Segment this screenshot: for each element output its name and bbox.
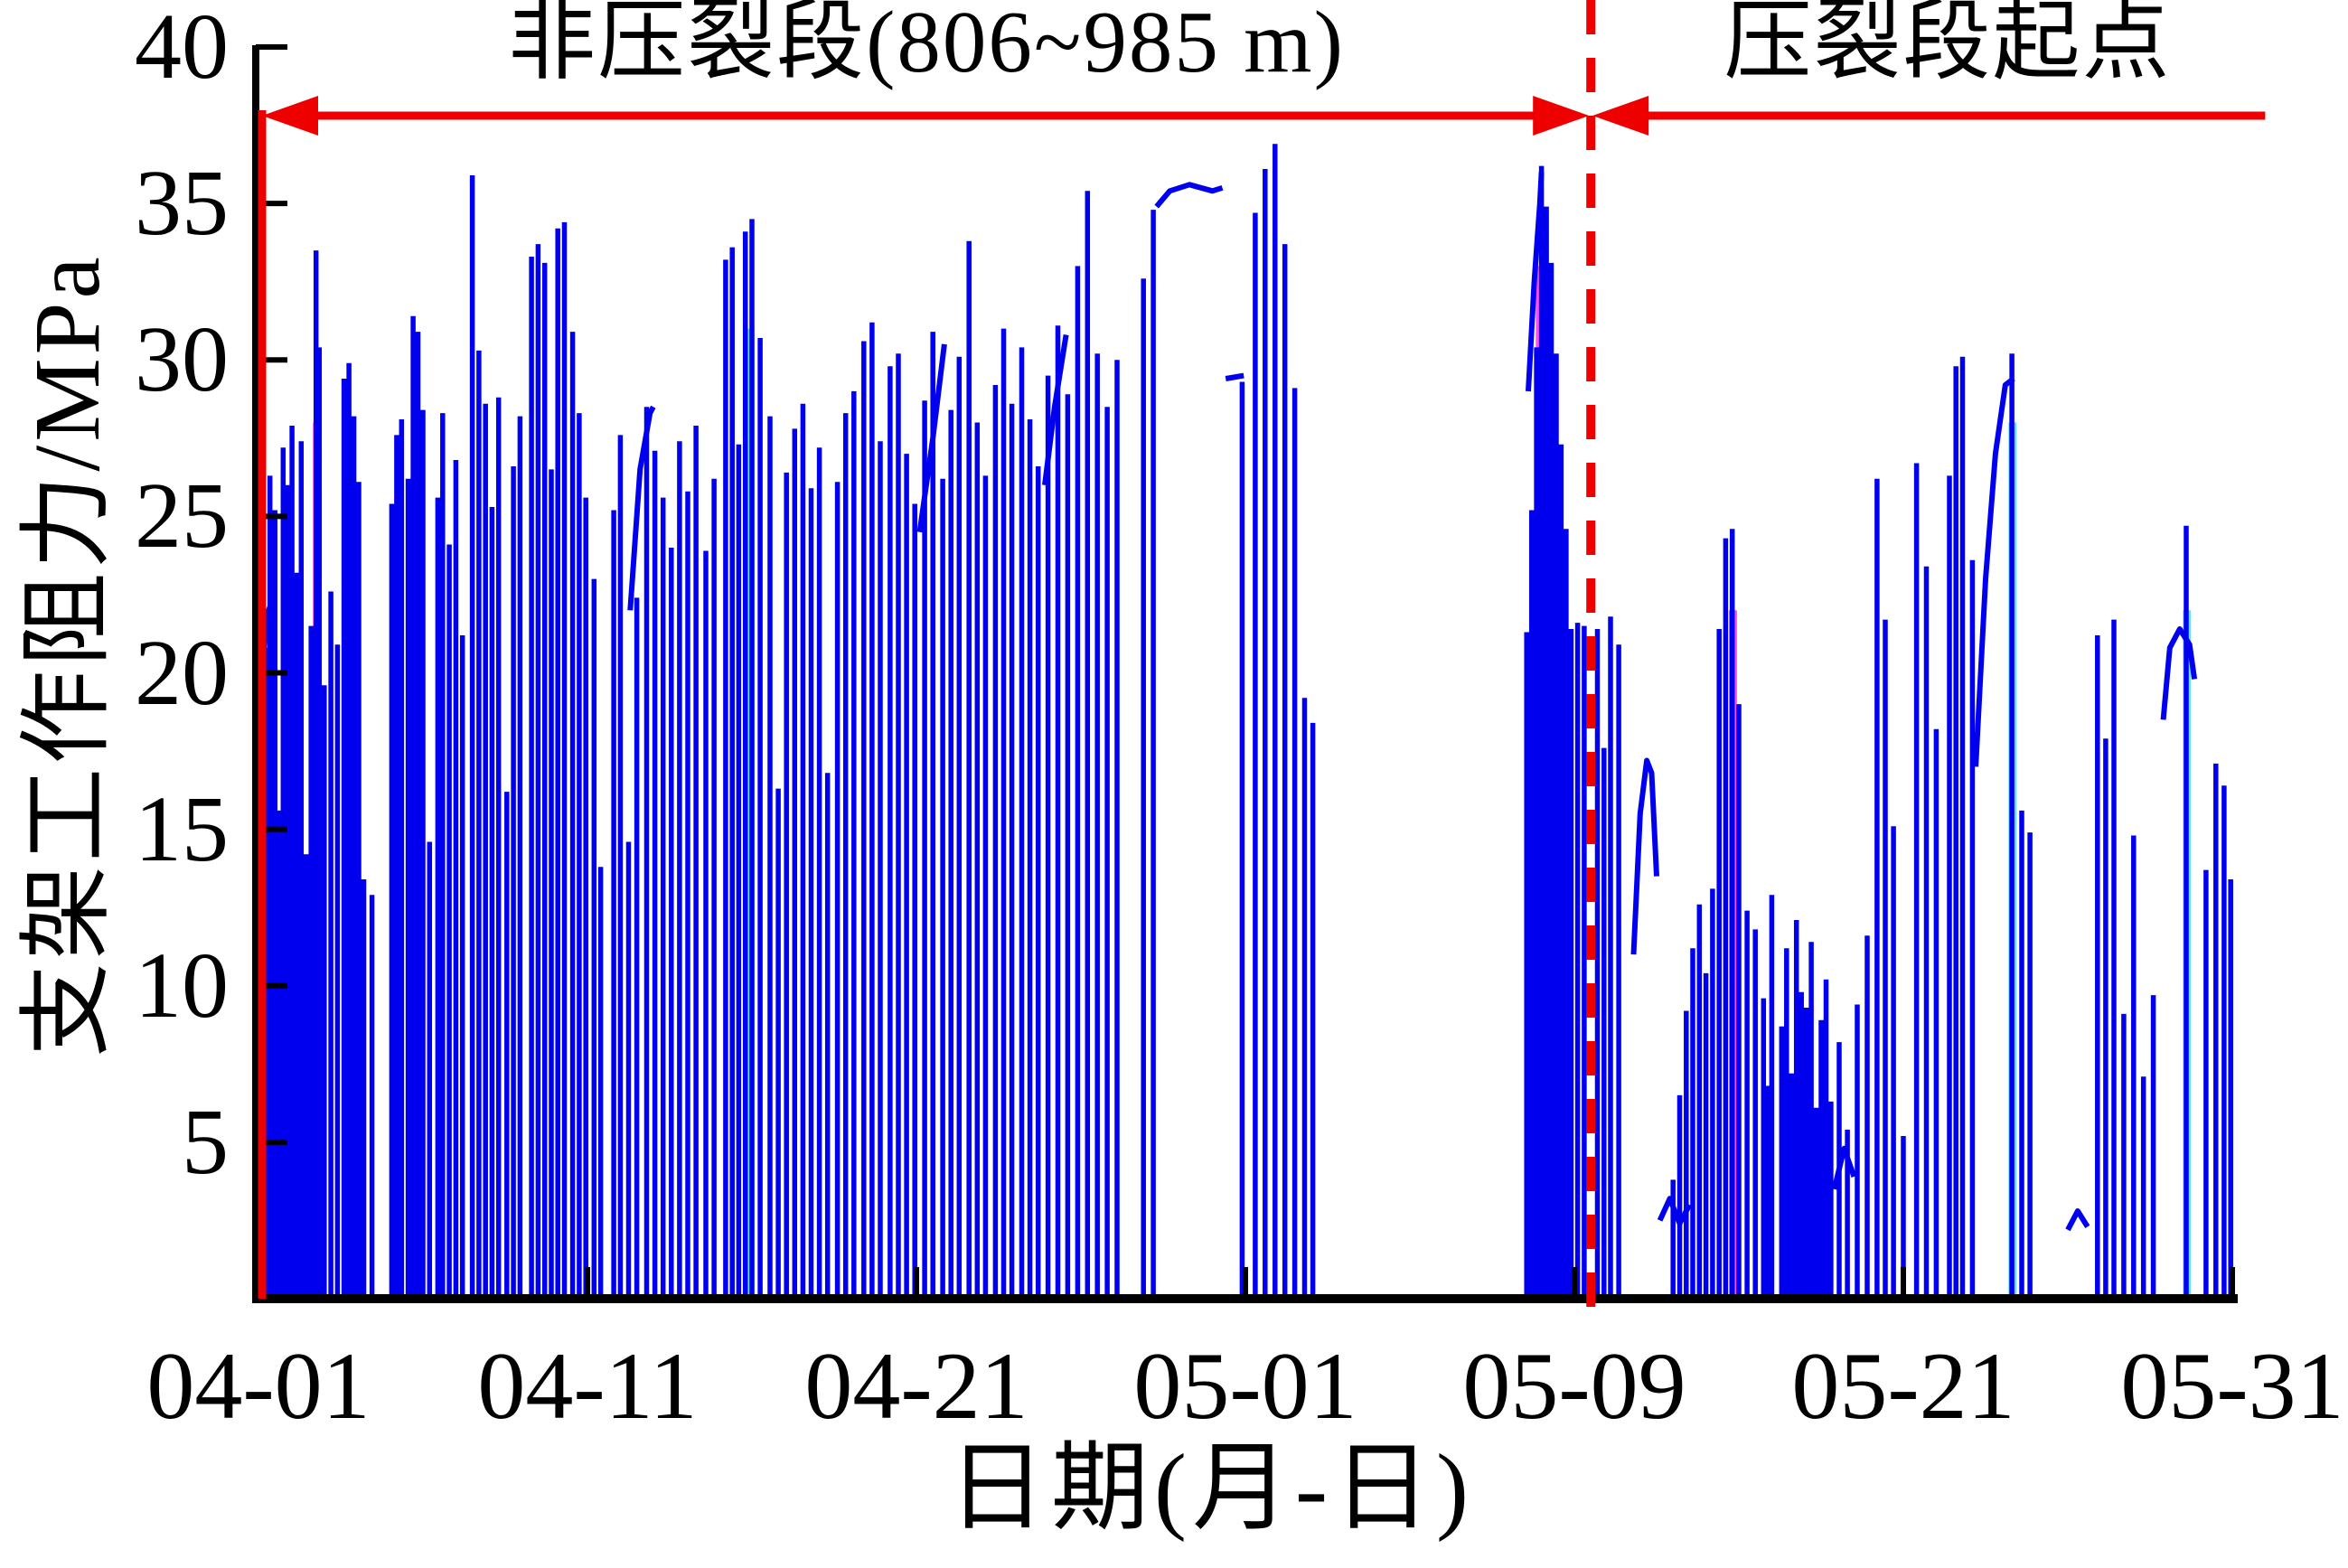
x-tick-label: 04-21 <box>804 1333 1028 1439</box>
y-tick-label: 40 <box>135 0 229 99</box>
resistance-envelope <box>916 343 947 533</box>
resistance-envelope <box>2065 1208 2090 1232</box>
x-tick-label: 05-31 <box>2120 1333 2344 1439</box>
arrowhead-right <box>1533 96 1590 136</box>
x-tick-label: 05-09 <box>1462 1333 1686 1439</box>
resistance-envelope <box>1526 172 1545 392</box>
resistance-envelope <box>1042 334 1069 486</box>
arrowhead-left <box>262 96 318 136</box>
resistance-envelope <box>627 405 656 611</box>
x-tick-label: 04-01 <box>146 1333 371 1439</box>
y-tick-label: 35 <box>135 151 229 256</box>
resistance-spikes <box>258 144 2233 1299</box>
resistance-envelope <box>1973 376 2015 767</box>
x-tick-label: 05-01 <box>1133 1333 1357 1439</box>
resistance-envelope <box>2160 626 2198 720</box>
annotation-fractured-section-start: 压裂段起点 <box>1723 0 2172 90</box>
annotation-non-fractured-section: 非压裂段(806~985 m) <box>508 0 1345 90</box>
x-axis-title: 日期(月-日) <box>948 1435 1474 1543</box>
arrowhead-divider-right <box>1592 96 1649 136</box>
x-tick-label: 04-11 <box>477 1333 698 1439</box>
y-tick-label: 5 <box>182 1089 229 1194</box>
resistance-envelope <box>1225 372 1244 381</box>
x-tick-label: 05-21 <box>1791 1333 2015 1439</box>
resistance-envelope <box>1657 1196 1693 1226</box>
resistance-envelope <box>1831 1145 1857 1190</box>
y-tick-label: 25 <box>135 464 229 568</box>
resistance-envelope <box>1154 182 1224 209</box>
y-tick-label: 15 <box>135 776 229 881</box>
y-tick-label: 10 <box>135 933 229 1038</box>
y-tick-label: 20 <box>135 620 229 725</box>
resistance-envelope <box>1630 757 1659 955</box>
y-tick-label: 30 <box>135 307 229 412</box>
